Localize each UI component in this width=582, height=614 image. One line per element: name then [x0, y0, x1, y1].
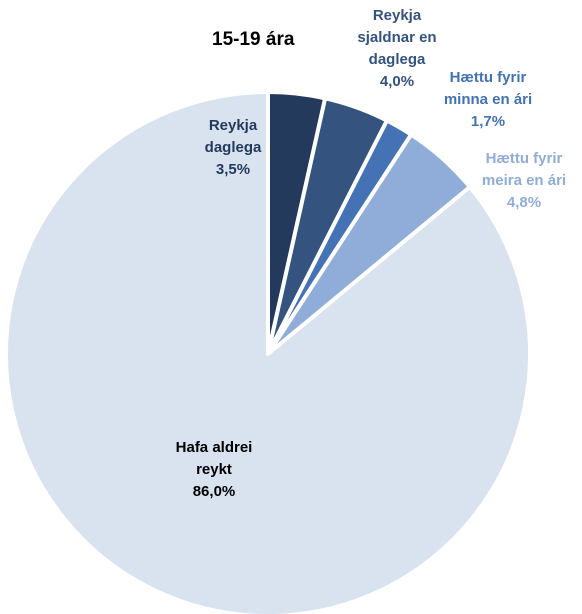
slice-label-line: 86,0% [193, 483, 236, 500]
pie-slices [4, 90, 532, 614]
slice-label: Hafa aldrei reykt 86,0% [176, 439, 253, 500]
slice-label-line: minna en ári [444, 91, 532, 108]
slice-label-line: Hættu fyrir [450, 69, 527, 86]
slice-label-line: Hættu fyrir [486, 150, 563, 167]
chart-title: 15-19 ára [212, 29, 295, 50]
slice-label: Hættu fyrir minna en ári 1,7% [444, 69, 532, 130]
slice-label-line: 4,8% [507, 194, 541, 211]
slice-label-line: daglega [205, 139, 262, 156]
slice-label-line: sjaldnar en [357, 29, 436, 46]
slice-label-line: Reykja [373, 7, 422, 24]
slice-label-line: meira en ári [482, 172, 566, 189]
slice-label-line: Reykja [209, 117, 258, 134]
slice-label-line: 4,0% [380, 73, 414, 90]
slice-label-line: Hafa aldrei [176, 439, 253, 456]
slice-label: Reykja daglega 3,5% [205, 117, 262, 178]
slice-label-line: 3,5% [216, 161, 250, 178]
slice-label-line: daglega [369, 51, 426, 68]
slice-label: Reykja sjaldnar en daglega 4,0% [357, 7, 436, 90]
slice-labels: Reykja daglega 3,5% Reykja sjaldnar en dagleg… [176, 7, 566, 500]
slice-label-line: 1,7% [471, 113, 505, 130]
pie-slice [4, 90, 532, 614]
slice-label: Hættu fyrir meira en ári 4,8% [482, 150, 566, 211]
slice-label-line: reykt [196, 461, 232, 478]
